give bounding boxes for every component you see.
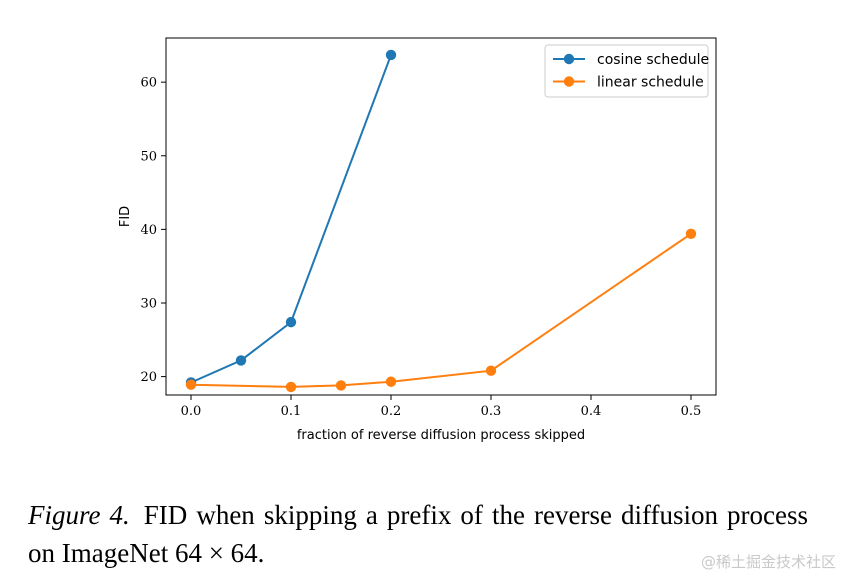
y-tick-label: 40 bbox=[140, 223, 157, 238]
linear-schedule-point bbox=[385, 376, 397, 387]
legend-cosine-schedule-marker bbox=[563, 53, 575, 65]
plot-area bbox=[185, 49, 697, 393]
fid-chart: 0.0 0.1 0.2 0.3 0.4 0.5 20 30 40 50 60 fraction o… bbox=[118, 37, 717, 443]
legend: cosine schedule linear schedule bbox=[544, 44, 709, 98]
cosine-schedule-point bbox=[285, 316, 297, 328]
x-tick-label: 0.4 bbox=[581, 404, 602, 419]
x-tick-label: 0.1 bbox=[281, 404, 302, 419]
x-tick-label: 0.0 bbox=[181, 404, 202, 419]
x-tick-label: 0.3 bbox=[481, 404, 502, 419]
x-tick-label: 0.2 bbox=[381, 404, 402, 419]
watermark: @稀土掘金技术社区 bbox=[700, 553, 836, 571]
cosine-schedule-point bbox=[385, 49, 397, 61]
x-axis: 0.0 0.1 0.2 0.3 0.4 0.5 bbox=[181, 395, 702, 419]
axes-frame bbox=[165, 37, 717, 396]
y-axis-label: FID bbox=[118, 206, 133, 227]
y-tick-label: 20 bbox=[140, 370, 157, 385]
cosine-schedule-point bbox=[235, 355, 247, 366]
linear-schedule-point bbox=[335, 380, 347, 391]
legend-linear-schedule-label: linear schedule bbox=[597, 75, 704, 91]
linear-schedule-line bbox=[190, 232, 692, 388]
linear-schedule-point bbox=[685, 228, 697, 239]
y-tick-label: 50 bbox=[140, 149, 157, 164]
linear-schedule-point bbox=[485, 365, 497, 376]
x-axis-label: fraction of reverse diffusion process sk… bbox=[297, 428, 585, 443]
caption-label: Figure 4. bbox=[28, 500, 130, 530]
legend-cosine-schedule-label: cosine schedule bbox=[597, 52, 709, 68]
linear-schedule-point bbox=[185, 379, 197, 390]
cosine-schedule-line bbox=[190, 54, 392, 384]
x-tick-label: 0.5 bbox=[681, 404, 702, 419]
caption-text: FID when skipping a prefix of the revers… bbox=[28, 500, 808, 568]
y-tick-label: 30 bbox=[140, 296, 157, 311]
legend-linear-schedule-marker bbox=[563, 76, 575, 87]
figure-caption: Figure 4. FID when skipping a prefix of t… bbox=[28, 496, 808, 572]
y-tick-label: 60 bbox=[140, 76, 157, 91]
linear-schedule-point bbox=[285, 381, 297, 393]
legend-box bbox=[544, 44, 709, 98]
y-axis: 20 30 40 50 60 bbox=[140, 76, 166, 385]
